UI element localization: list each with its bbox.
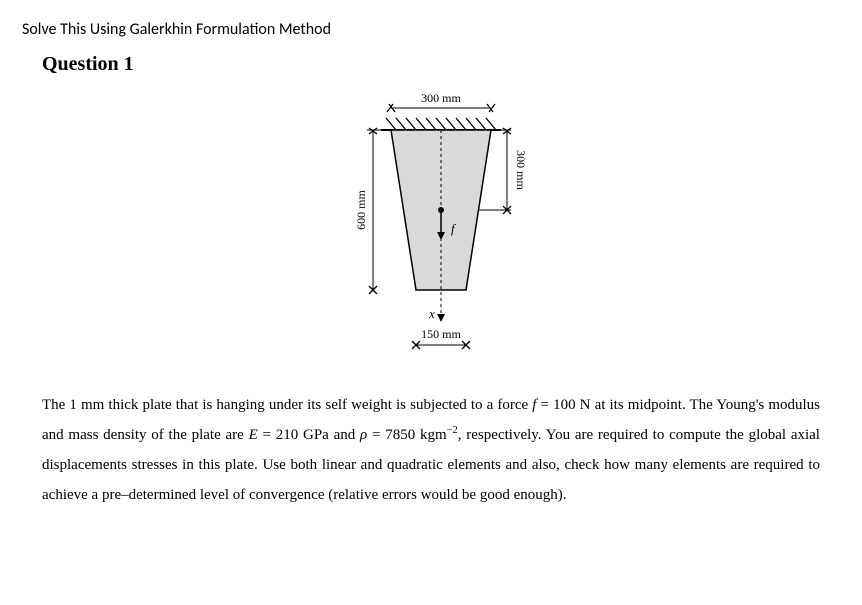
dim-left-height-label: 600 mm [354, 190, 368, 230]
dim-top-width: 300 mm [387, 91, 495, 112]
dim-left-height: 600 mm [354, 128, 393, 294]
ptxt-3: = 210 GPa and [258, 427, 360, 443]
dim-bottom-width-label: 150 mm [421, 327, 461, 341]
problem-statement: The 1 mm thick plate that is hanging und… [22, 390, 840, 510]
question-heading: Question 1 [42, 53, 840, 76]
ptxt-4: = 7850 kgm [367, 427, 446, 443]
axis-x: x [428, 306, 445, 322]
axis-x-label: x [428, 306, 435, 321]
ptxt-1: The 1 mm thick plate that is hanging und… [42, 397, 532, 413]
dim-bottom-width: 150 mm [412, 327, 470, 349]
figure-container: 300 mm [22, 90, 840, 370]
instruction-title: Solve This Using Galerkhin Formulation M… [22, 20, 840, 39]
dim-top-width-label: 300 mm [421, 91, 461, 105]
exp-neg2: −2 [447, 425, 458, 436]
fixed-support [381, 118, 501, 130]
plate-diagram: 300 mm [281, 90, 581, 370]
sym-E: E [249, 427, 258, 443]
dim-right-offset-label: 300 mm [514, 150, 528, 190]
